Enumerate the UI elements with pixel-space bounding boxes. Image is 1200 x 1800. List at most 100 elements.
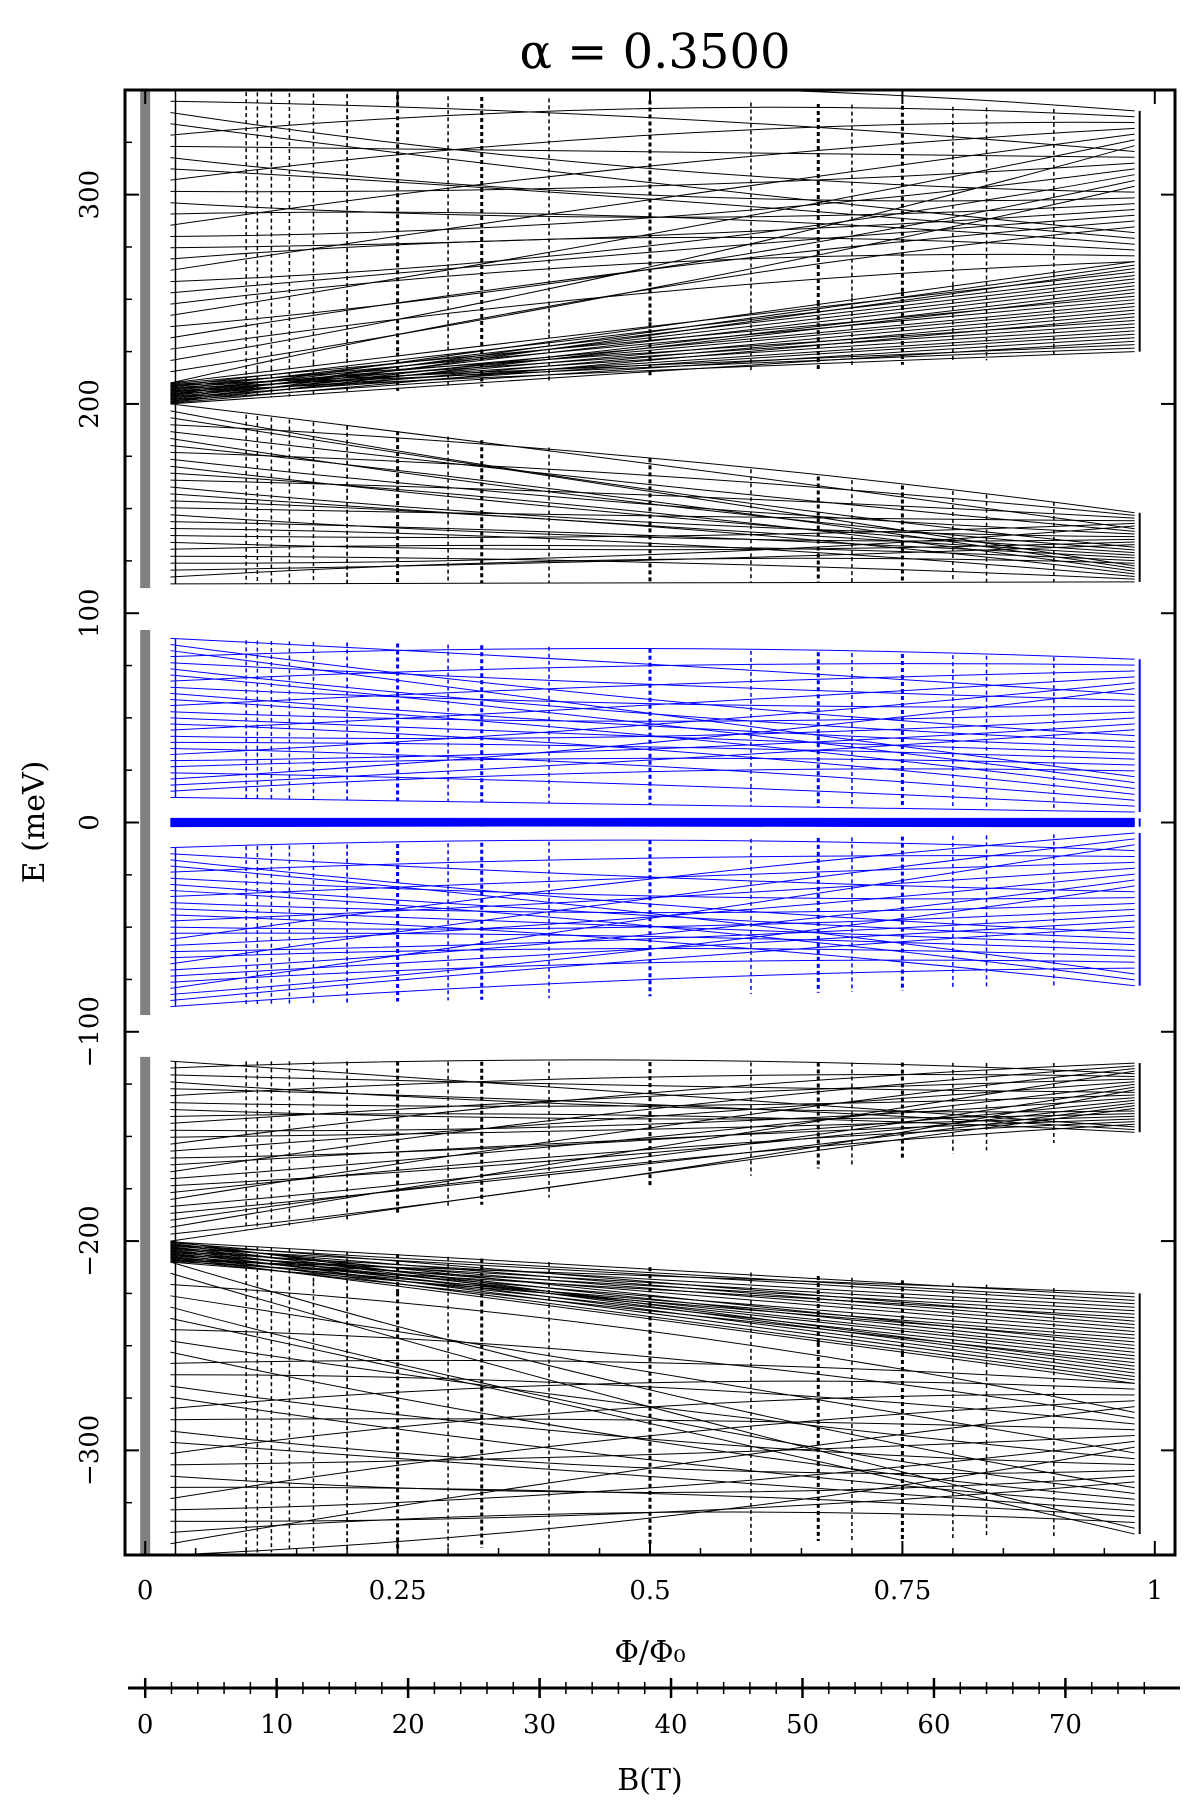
zero-field-band [140,90,151,589]
spectrum-level [170,1396,1135,1506]
spectrum-level [170,220,1135,339]
spectrum-level [170,145,1135,361]
spectrum-level [170,424,1135,514]
spectrum-level [170,121,1135,181]
spectrum-level [170,1089,1135,1235]
spectrum-level [170,271,1135,384]
spectrum-level [170,1243,1135,1371]
spectrum-level [170,674,1135,784]
spectrum-level [170,472,1135,572]
spectrum-level [170,967,1135,1008]
secondary-tick-label: 20 [392,1710,425,1740]
y-axis-label: E (meV) [17,761,52,884]
spectrum-level [170,839,1135,852]
spectrum-level [170,168,1135,237]
spectrum-level [170,648,1135,660]
spectrum-level [170,112,1135,193]
secondary-x-axis-label: B(T) [617,1763,682,1798]
spectrum-level [170,145,1135,158]
spectrum-level [170,1430,1135,1475]
spectrum-level [170,351,1135,393]
secondary-tick-label: 40 [654,1710,687,1740]
spectrum-level [170,431,1135,532]
spectrum-level [170,855,1135,873]
spectrum-level [170,932,1135,951]
secondary-tick-label: 70 [1049,1710,1082,1740]
spectrum-level [170,1306,1135,1494]
chart-title: α = 0.3500 [519,24,790,80]
spectrum-level [170,179,1135,328]
spectrum-level [170,507,1135,522]
spectrum-level [170,278,1135,390]
spectrum-level [170,1246,1135,1350]
spectrum-level [170,185,1135,373]
spectrum-level [170,1340,1135,1460]
spectrum-level [170,947,1135,959]
spectrum-level [170,1351,1135,1500]
spectrum-level [170,555,1135,580]
spectrum-level [170,1329,1135,1419]
spectrum-level [170,295,1135,385]
y-tick-label: −100 [75,996,105,1067]
spectrum-level [170,1385,1135,1466]
zero-field-band [140,629,151,1016]
spectrum-level [170,1115,1135,1138]
plot-area [123,88,1177,1557]
spectrum-level [170,1118,1135,1166]
spectrum-level [170,1081,1135,1152]
spectrum-level [170,1511,1135,1533]
spectrum-level [170,202,1135,218]
spectrum-level [170,883,1135,940]
secondary-tick-label: 30 [523,1710,556,1740]
spectrum-level [170,1247,1135,1374]
spectrum-level [170,1435,1135,1466]
series-black-bands [170,90,1141,1555]
spectrum-level [170,1105,1135,1214]
spectrum-level [170,686,1135,708]
spectrum-level [170,1446,1135,1555]
spectrum-level [170,1440,1135,1511]
x-tick-label: 0 [137,1576,154,1606]
spectrum-level [170,157,1135,202]
spectrum-level [170,1065,1135,1173]
secondary-tick-label: 50 [786,1710,819,1740]
spectrum-level [170,500,1135,575]
y-tick-label: 0 [75,814,105,831]
spectrum-level [170,323,1135,389]
spectrum-level [170,493,1135,556]
y-tick-label: 100 [75,588,105,638]
spectrum-level [170,885,1135,995]
spectrum-level [170,1255,1135,1360]
zero-field-band [140,1056,151,1555]
spectrum-level [170,1475,1135,1493]
spectrum-level [170,1245,1135,1326]
spectrum-level [170,1261,1135,1489]
spectrum-level [170,747,1135,801]
spectrum-level [170,168,1135,239]
spectrum-level [170,796,1135,813]
spectrum-level [170,1083,1135,1180]
spectrum-level [170,226,1135,384]
secondary-tick-label: 10 [260,1710,293,1740]
y-tick-label: 200 [75,379,105,429]
y-tick-label: 300 [75,170,105,220]
spectrum-level [170,174,1135,283]
spectrum-level [170,465,1135,554]
secondary-x-axis: 0 10 20 30 40 50 60 70 [128,1678,1180,1740]
spectrum-level [170,319,1135,386]
spectrum-level [170,1062,1135,1145]
spectrum-level [170,106,1135,136]
spectrum-level [170,253,1135,305]
spectrum-level [170,133,1135,271]
spectrum-level [170,757,1135,768]
spectrum-level [170,525,1135,564]
y-axis: −300 −200 −100 0 100 200 300 [75,89,1175,1556]
y-tick-label: −300 [75,1415,105,1486]
spectrum-level [170,853,1135,893]
spectrum-level [170,879,1135,971]
secondary-tick-label: 0 [137,1710,154,1740]
spectrum-level [170,688,1135,780]
spectrum-level [170,288,1135,400]
x-tick-label: 1 [1147,1576,1164,1606]
